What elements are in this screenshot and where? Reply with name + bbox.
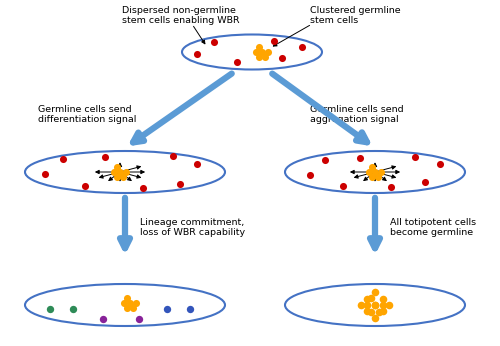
Point (436, 161, 444, 167)
Point (113, 164, 121, 170)
Point (387, 184, 395, 190)
Point (371, 169, 379, 175)
Point (113, 174, 121, 180)
Point (255, 44, 263, 49)
Point (255, 54, 263, 60)
Point (120, 300, 128, 306)
Point (210, 39, 218, 45)
Point (367, 309, 375, 315)
Point (193, 161, 201, 167)
Point (233, 59, 241, 65)
Point (379, 308, 387, 314)
Point (258, 49, 266, 55)
Point (69, 306, 77, 312)
Point (363, 302, 371, 308)
Point (261, 54, 269, 60)
Point (126, 300, 134, 306)
Point (59, 156, 67, 162)
Point (135, 316, 143, 322)
Point (371, 302, 379, 308)
Point (132, 300, 140, 306)
Point (139, 185, 147, 191)
Point (377, 169, 385, 175)
Point (421, 179, 429, 185)
Point (363, 296, 371, 302)
Point (129, 306, 137, 311)
Point (379, 302, 387, 308)
Point (371, 302, 379, 308)
Point (123, 306, 131, 311)
Text: Germline cells send
aggregation signal: Germline cells send aggregation signal (310, 105, 404, 125)
Point (368, 164, 376, 170)
Point (270, 38, 278, 44)
Point (122, 169, 130, 175)
Point (99, 316, 107, 322)
Point (186, 306, 194, 312)
Point (101, 154, 109, 160)
Point (116, 169, 124, 175)
Point (46, 306, 54, 312)
Point (41, 171, 49, 177)
Point (371, 315, 379, 321)
Point (368, 174, 376, 180)
Text: Dispersed non-germline
stem cells enabling WBR: Dispersed non-germline stem cells enabli… (122, 6, 240, 25)
Point (123, 295, 131, 301)
Point (306, 172, 314, 178)
Point (357, 302, 365, 308)
Point (298, 44, 306, 50)
Text: Germline cells send
differentiation signal: Germline cells send differentiation sign… (38, 105, 136, 125)
Point (411, 154, 419, 160)
Point (176, 181, 184, 187)
Text: All totipotent cells
become germline: All totipotent cells become germline (390, 218, 476, 237)
Text: Lineage commitment,
loss of WBR capability: Lineage commitment, loss of WBR capabili… (140, 218, 245, 237)
Point (169, 153, 177, 159)
Text: Clustered germline
stem cells: Clustered germline stem cells (310, 6, 400, 25)
Point (321, 157, 329, 163)
Point (363, 308, 371, 314)
Point (193, 51, 201, 57)
Point (367, 295, 375, 301)
Point (356, 155, 364, 161)
Point (385, 302, 393, 308)
Point (81, 183, 89, 189)
Point (371, 289, 379, 295)
Point (365, 169, 373, 175)
Point (339, 183, 347, 189)
Point (278, 55, 286, 61)
Point (119, 174, 127, 180)
Point (374, 174, 382, 180)
Point (375, 309, 383, 315)
Point (110, 169, 118, 175)
Point (264, 49, 272, 55)
Point (252, 49, 260, 55)
Point (379, 296, 387, 302)
Point (163, 306, 171, 312)
